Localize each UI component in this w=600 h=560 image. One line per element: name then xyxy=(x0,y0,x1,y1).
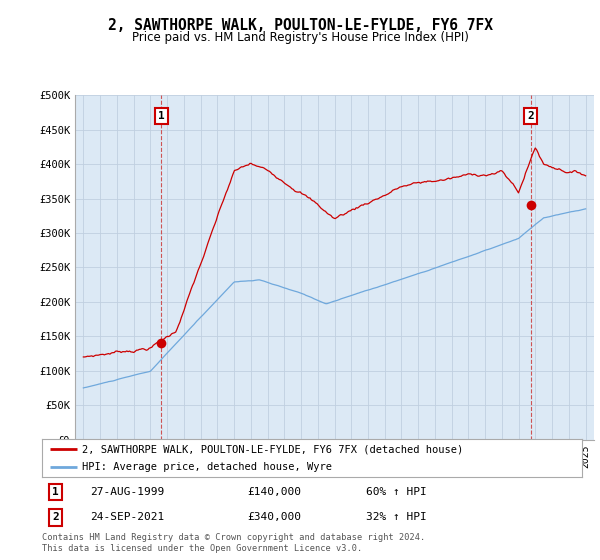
Text: 27-AUG-1999: 27-AUG-1999 xyxy=(91,487,165,497)
Text: £340,000: £340,000 xyxy=(247,512,301,522)
Text: 2, SAWTHORPE WALK, POULTON-LE-FYLDE, FY6 7FX (detached house): 2, SAWTHORPE WALK, POULTON-LE-FYLDE, FY6… xyxy=(83,444,464,454)
Text: 1: 1 xyxy=(52,487,59,497)
Text: HPI: Average price, detached house, Wyre: HPI: Average price, detached house, Wyre xyxy=(83,462,332,472)
Text: 24-SEP-2021: 24-SEP-2021 xyxy=(91,512,165,522)
Text: 32% ↑ HPI: 32% ↑ HPI xyxy=(366,512,427,522)
Text: 2: 2 xyxy=(52,512,59,522)
Text: 1: 1 xyxy=(158,111,164,121)
Text: 60% ↑ HPI: 60% ↑ HPI xyxy=(366,487,427,497)
Text: Contains HM Land Registry data © Crown copyright and database right 2024.
This d: Contains HM Land Registry data © Crown c… xyxy=(42,533,425,553)
Text: Price paid vs. HM Land Registry's House Price Index (HPI): Price paid vs. HM Land Registry's House … xyxy=(131,31,469,44)
Text: £140,000: £140,000 xyxy=(247,487,301,497)
Text: 2, SAWTHORPE WALK, POULTON-LE-FYLDE, FY6 7FX: 2, SAWTHORPE WALK, POULTON-LE-FYLDE, FY6… xyxy=(107,18,493,33)
Text: 2: 2 xyxy=(527,111,534,121)
